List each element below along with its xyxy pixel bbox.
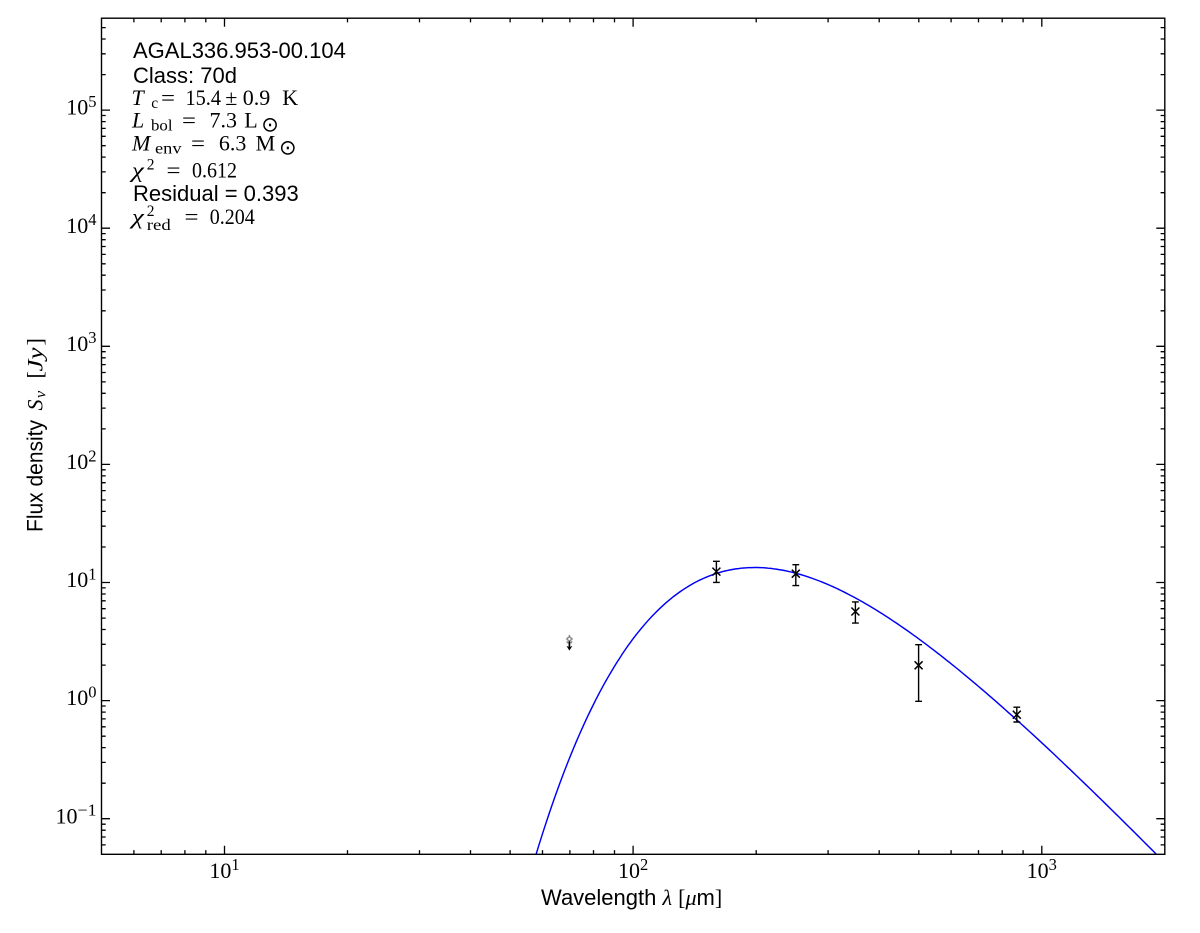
svg-text:105: 105 bbox=[66, 92, 96, 120]
svg-text:103: 103 bbox=[1027, 855, 1057, 883]
svg-text:Residual = 0.393: Residual = 0.393 bbox=[133, 181, 299, 206]
svg-text:104: 104 bbox=[66, 210, 96, 238]
svg-text:AGAL336.953-00.104: AGAL336.953-00.104 bbox=[133, 38, 346, 63]
svg-text:102: 102 bbox=[618, 855, 648, 883]
svg-text:Class: 70d: Class: 70d bbox=[133, 63, 237, 88]
svg-text:χ2=0.612: χ2 = 0.612 bbox=[129, 157, 237, 183]
svg-text:101: 101 bbox=[209, 855, 239, 883]
svg-text:103: 103 bbox=[66, 328, 96, 356]
svg-text:Tc=15.4±0.9K: Tc = 15.4 ±0.9 K bbox=[132, 85, 299, 112]
svg-text:Wavelength λ [μm]: Wavelength λ [μm] bbox=[541, 885, 722, 910]
svg-text:10−1: 10−1 bbox=[56, 801, 97, 829]
svg-text:100: 100 bbox=[66, 683, 96, 711]
svg-text:102: 102 bbox=[66, 446, 96, 474]
svg-text:101: 101 bbox=[66, 564, 96, 592]
svg-text:Flux densitySν[Jy]: Flux densitySν[Jy] bbox=[23, 338, 50, 532]
